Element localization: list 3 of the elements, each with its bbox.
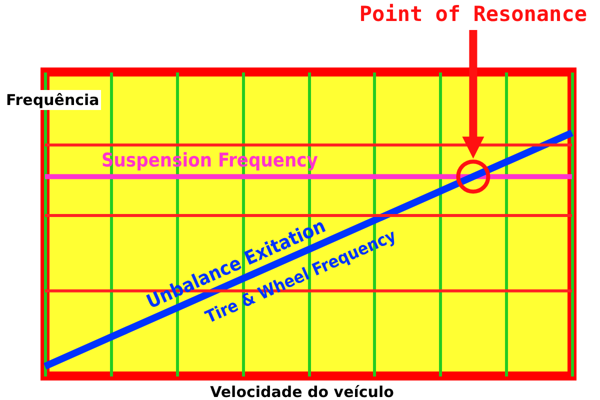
x-axis-title: Velocidade do veículo bbox=[209, 382, 395, 400]
text: Point of Resonance bbox=[359, 2, 587, 26]
y-axis-title: Frequência bbox=[4, 90, 102, 110]
